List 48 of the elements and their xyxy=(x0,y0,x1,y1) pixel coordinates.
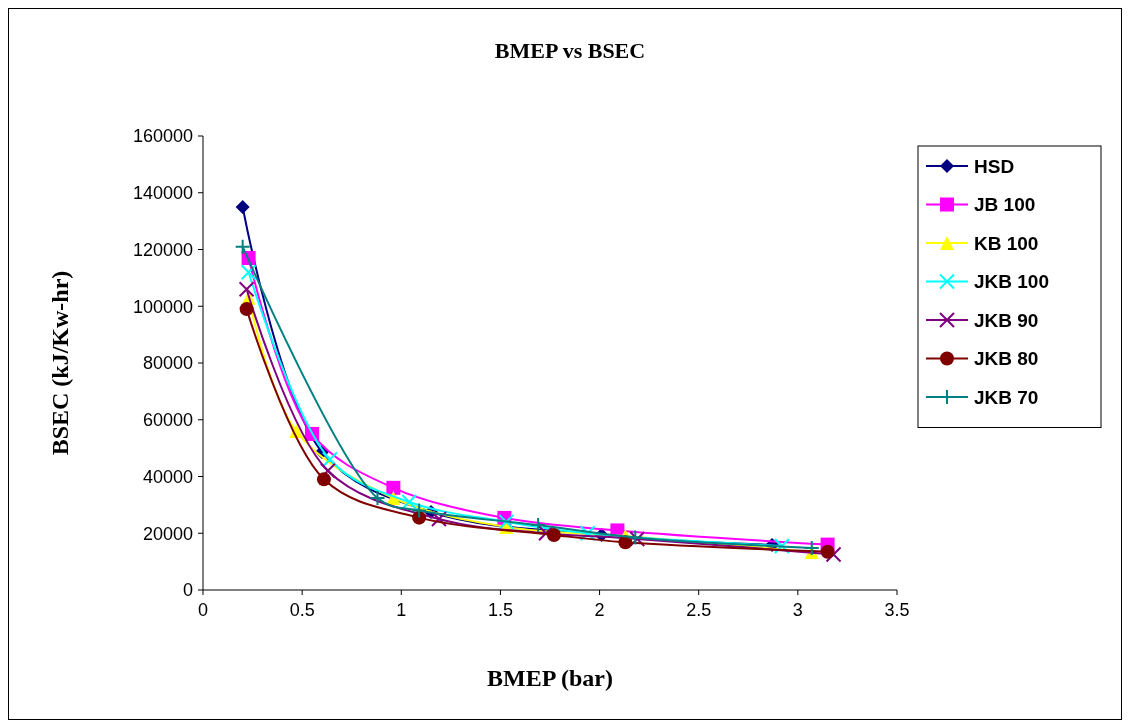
legend-label: JB 100 xyxy=(974,194,1036,216)
point xyxy=(825,546,842,563)
point xyxy=(319,462,336,479)
chart-title: BMEP vs BSEC xyxy=(494,38,646,63)
point xyxy=(411,502,428,519)
y-tick-label: 160000 xyxy=(132,126,193,147)
x-tick-label: 3.5 xyxy=(884,600,910,620)
x-tick-label: 1.5 xyxy=(487,600,513,620)
point xyxy=(386,480,401,495)
legend-label: JKB 80 xyxy=(974,348,1039,370)
point xyxy=(235,199,250,214)
point xyxy=(803,540,820,557)
x-tick-label: 2.5 xyxy=(686,600,712,620)
y-tick-label: 80000 xyxy=(142,353,193,374)
point xyxy=(239,302,254,317)
point xyxy=(238,281,255,298)
x-tick-label: 0.5 xyxy=(289,600,315,620)
point xyxy=(579,525,596,542)
point xyxy=(820,544,835,559)
y-tick-label: 140000 xyxy=(132,183,193,204)
x-tick-label: 0 xyxy=(197,600,209,620)
legend-label: JKB 70 xyxy=(974,386,1039,408)
point xyxy=(316,472,331,487)
legend-label: JKB 90 xyxy=(974,309,1039,331)
point xyxy=(430,511,447,528)
y-tick-label: 60000 xyxy=(142,410,193,431)
y-tick-label: 20000 xyxy=(142,523,193,544)
legend-label: HSD xyxy=(974,155,1015,177)
point xyxy=(240,264,257,281)
x-tick-label: 1 xyxy=(396,600,407,620)
y-tick-label: 0 xyxy=(182,580,193,601)
x-axis-title: BMEP (bar) xyxy=(487,665,613,691)
y-tick-label: 40000 xyxy=(142,466,193,487)
point xyxy=(321,451,338,468)
y-tick-label: 120000 xyxy=(132,239,193,260)
legend-label: KB 100 xyxy=(974,232,1039,254)
point xyxy=(369,490,386,507)
x-tick-label: 2 xyxy=(594,600,605,620)
legend-label: JKB 100 xyxy=(974,271,1049,293)
y-axis-title: BSEC (kJ/Kw-hr) xyxy=(47,270,73,456)
point xyxy=(773,538,790,555)
y-tick-label: 100000 xyxy=(132,296,193,317)
point xyxy=(234,238,251,255)
point xyxy=(498,513,515,530)
point xyxy=(546,527,561,542)
x-tick-label: 3 xyxy=(792,600,803,620)
point xyxy=(530,517,547,534)
point xyxy=(401,494,418,511)
